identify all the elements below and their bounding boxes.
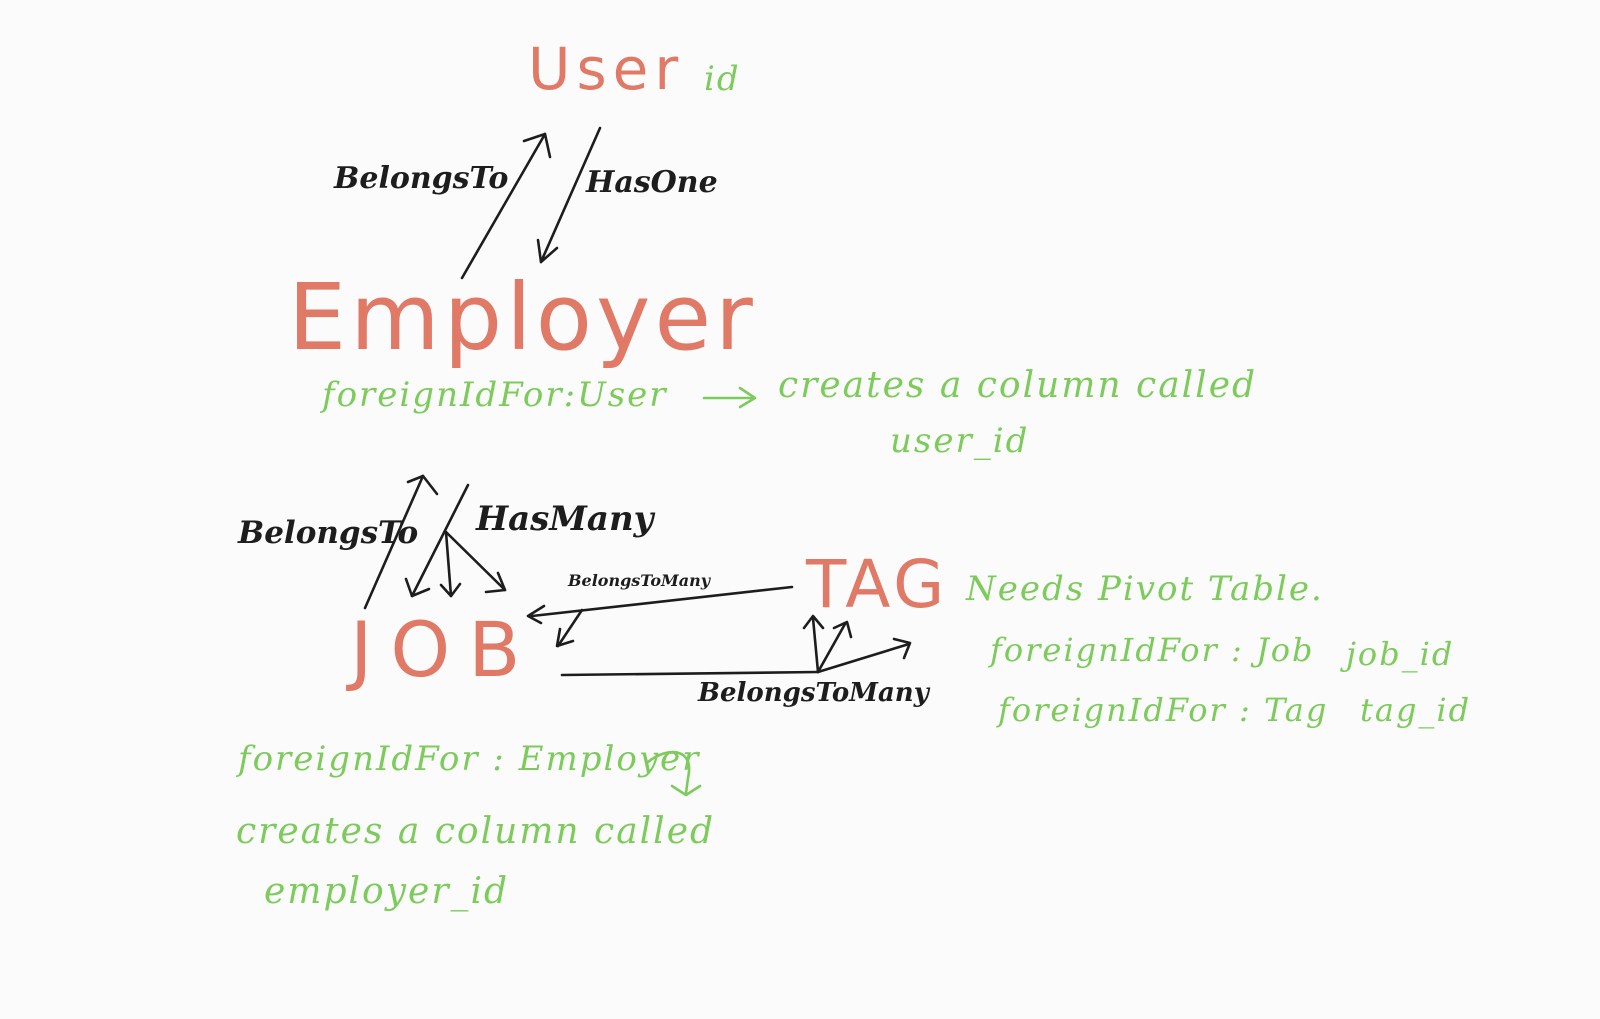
entity-user: User	[528, 35, 685, 103]
arrow-job-to-tag	[560, 614, 912, 677]
label-belongs-to-employer: BelongsTo	[238, 515, 419, 551]
entity-tag: TAG	[806, 546, 949, 623]
label-belongs-to-many-bottom: BelongsToMany	[698, 678, 929, 708]
arrow-user-to-employer	[536, 126, 602, 264]
entity-employer: Employer	[288, 264, 757, 371]
arrow-job-to-employer	[363, 474, 439, 610]
note-job-column: employer_id	[264, 871, 510, 912]
note-employer-foreign-id: foreignIdFor:User	[322, 375, 668, 415]
arrow-employer-to-user	[460, 132, 552, 280]
note-employer-creates: creates a column called	[778, 365, 1258, 406]
arrow-tag-to-job	[526, 585, 794, 648]
note-pivot-job-column: job_id	[1346, 635, 1455, 673]
note-pivot-tag-foreign: foreignIdFor : Tag	[998, 691, 1329, 729]
label-belongs-to-user: BelongsTo	[334, 161, 509, 196]
note-pivot-job-foreign: foreignIdFor : Job	[990, 631, 1315, 669]
note-job-creates: creates a column called	[236, 811, 716, 852]
arrow-creates-user-column	[702, 386, 757, 409]
arrow-creates-employer-column	[646, 750, 702, 797]
note-pivot-tag-column: tag_id	[1360, 691, 1472, 729]
note-job-foreign-id: foreignIdFor : Employer	[238, 739, 701, 779]
note-user-id: id	[704, 59, 741, 99]
note-employer-column: user_id	[890, 421, 1030, 461]
note-pivot-title: Needs Pivot Table.	[966, 569, 1324, 609]
label-has-one: HasOne	[586, 165, 718, 200]
entity-job: JOB	[350, 605, 539, 694]
arrow-employer-to-job	[404, 483, 507, 598]
label-has-many: HasMany	[476, 499, 654, 539]
label-belongs-to-many-top: BelongsToMany	[568, 571, 711, 590]
